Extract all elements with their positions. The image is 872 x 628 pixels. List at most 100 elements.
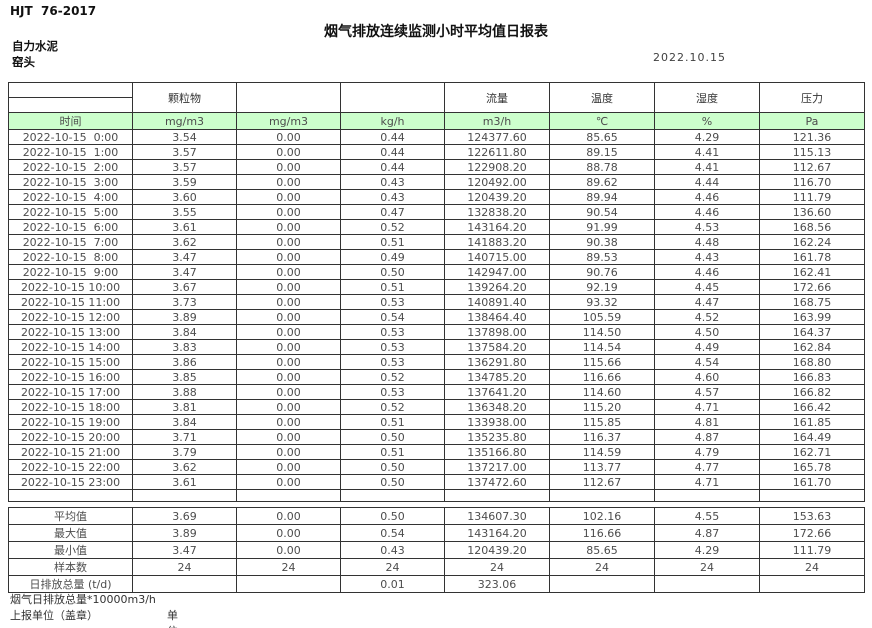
value-cell: 137217.00 xyxy=(444,459,550,475)
hourly-table-body: 颗粒物 流量 温度 湿度 压力 时间 mg/m3 mg/m3 kg/h m3/h ℃% Pa 2022-… xyxy=(8,82,865,502)
value-cell: 137584.20 xyxy=(444,339,550,355)
summary-cell: 24 xyxy=(236,558,341,576)
value-cell-label: 2022-10-15 2:00 xyxy=(8,159,133,175)
table-row: 2022-10-15 6:00 3.61 0.00 0.52 143164.20 91.9… xyxy=(8,219,865,235)
value-cell-label: 2022-10-15 20:00 xyxy=(8,429,133,445)
value-cell: 3.57 xyxy=(132,144,237,160)
summary-cell: 85.65 xyxy=(549,541,655,559)
value-cell-label: 2022-10-15 17:00 xyxy=(8,384,133,400)
table-row: 2022-10-15 18:00 3.81 0.00 0.52 136348.20 115… xyxy=(8,399,865,415)
value-cell: 162.24 xyxy=(759,234,865,250)
summary-cell-label: 平均值 xyxy=(8,507,133,525)
value-cell: 0.53 xyxy=(340,354,445,370)
value-cell: 137472.60 xyxy=(444,474,550,490)
value-cell: 121.36 xyxy=(759,129,865,145)
value-cell: 0.00 xyxy=(236,174,341,190)
value-cell: 3.59 xyxy=(132,174,237,190)
value-cell: 166.83 xyxy=(759,369,865,385)
value-cell: 116.37 xyxy=(549,429,655,445)
split-lower xyxy=(10,98,132,112)
value-cell: 92.19 xyxy=(549,279,655,295)
page-title: 烟气排放连续监测小时平均值日报表 xyxy=(324,24,548,40)
station-name: 窑头 xyxy=(12,55,35,69)
value-cell: 4.44 xyxy=(654,174,760,190)
value-cell-label: 2022-10-15 7:00 xyxy=(8,234,133,250)
value-cell: 90.54 xyxy=(549,204,655,220)
value-cell: 0.51 xyxy=(340,414,445,430)
table-row: 2022-10-15 16:00 3.85 0.00 0.52 134785.20 116… xyxy=(8,369,865,385)
value-cell: 0.44 xyxy=(340,159,445,175)
table-row: 2022-10-15 12:00 3.89 0.00 0.54 138464.40 105… xyxy=(8,309,865,325)
value-cell: 3.84 xyxy=(132,324,237,340)
value-cell: 0.00 xyxy=(236,159,341,175)
value-cell: 141883.20 xyxy=(444,234,550,250)
value-cell: 4.87 xyxy=(654,429,760,445)
value-cell: 0.51 xyxy=(340,279,445,295)
value-cell: 161.70 xyxy=(759,474,865,490)
value-cell: 3.47 xyxy=(132,249,237,265)
value-cell: 0.53 xyxy=(340,339,445,355)
table-row: 2022-10-15 20:00 3.71 0.00 0.50 135235.80 116… xyxy=(8,429,865,445)
value-cell: 114.54 xyxy=(549,339,655,355)
value-cell: 0.00 xyxy=(236,384,341,400)
value-cell-label: 2022-10-15 3:00 xyxy=(8,174,133,190)
summary-cell xyxy=(759,575,865,593)
value-cell: 89.53 xyxy=(549,249,655,265)
value-cell: 89.62 xyxy=(549,174,655,190)
summary-table-body: 平均值 3.69 0.00 0.50 134607.30 102.16 4.55 153.63… xyxy=(8,507,865,593)
value-cell: 114.50 xyxy=(549,324,655,340)
value-cell: 0.52 xyxy=(340,369,445,385)
value-cell: 0.43 xyxy=(340,174,445,190)
value-cell: 0.00 xyxy=(236,219,341,235)
value-cell: 0.00 xyxy=(236,474,341,490)
summary-row: 样本数 24 24 24 24 24 24 24 xyxy=(8,558,865,576)
value-cell: 115.85 xyxy=(549,414,655,430)
table-row: 2022-10-15 23:00 3.61 0.00 0.50 137472.60 112… xyxy=(8,474,865,490)
value-cell: 115.13 xyxy=(759,144,865,160)
value-cell: 3.62 xyxy=(132,459,237,475)
summary-cell: 4.87 xyxy=(654,524,760,542)
value-cell: 0.00 xyxy=(236,339,341,355)
value-cell: 168.75 xyxy=(759,294,865,310)
value-cell: 122908.20 xyxy=(444,159,550,175)
value-cell: 136348.20 xyxy=(444,399,550,415)
value-cell-label: 2022-10-15 15:00 xyxy=(8,354,133,370)
table-row: 2022-10-15 0:00 3.54 0.00 0.44 124377.60 85.6… xyxy=(8,129,865,145)
summary-cell: 0.50 xyxy=(340,507,445,525)
value-cell: 137641.20 xyxy=(444,384,550,400)
value-cell: 4.46 xyxy=(654,189,760,205)
value-cell-label: 2022-10-15 18:00 xyxy=(8,399,133,415)
value-cell: 0.50 xyxy=(340,459,445,475)
unit-label: 单位 xyxy=(167,609,178,628)
value-cell: 133938.00 xyxy=(444,414,550,430)
value-cell: 4.41 xyxy=(654,144,760,160)
value-cell: 0.44 xyxy=(340,129,445,145)
summary-cell: 111.79 xyxy=(759,541,865,559)
group-header-cell: 流量 xyxy=(444,82,550,113)
summary-cell: 0.01 xyxy=(340,575,445,593)
summary-cell: 3.47 xyxy=(132,541,237,559)
value-cell: 136291.80 xyxy=(444,354,550,370)
value-cell-label: 2022-10-15 1:00 xyxy=(8,144,133,160)
value-cell-label: 2022-10-15 6:00 xyxy=(8,219,133,235)
table-row: 2022-10-15 21:00 3.79 0.00 0.51 135166.80 114… xyxy=(8,444,865,460)
value-cell: 166.82 xyxy=(759,384,865,400)
value-cell: 0.00 xyxy=(236,399,341,415)
table-row: 2022-10-15 5:00 3.55 0.00 0.47 132838.20 90.5… xyxy=(8,204,865,220)
value-cell: 172.66 xyxy=(759,279,865,295)
value-cell: 140715.00 xyxy=(444,249,550,265)
value-cell: 3.84 xyxy=(132,414,237,430)
value-cell: 89.94 xyxy=(549,189,655,205)
units-header-row: 时间 mg/m3 mg/m3 kg/h m3/h ℃% Pa xyxy=(8,112,865,130)
value-cell: 3.67 xyxy=(132,279,237,295)
summary-row: 最大值 3.89 0.00 0.54 143164.20 116.66 4.87 172.66 xyxy=(8,524,865,542)
value-cell: 0.00 xyxy=(236,204,341,220)
summary-row: 最小值 3.47 0.00 0.43 120439.20 85.65 4.29 111.79 xyxy=(8,541,865,559)
value-cell: 162.41 xyxy=(759,264,865,280)
value-cell-label: 2022-10-15 22:00 xyxy=(8,459,133,475)
value-cell: 91.99 xyxy=(549,219,655,235)
value-cell: 164.37 xyxy=(759,324,865,340)
group-header-cell: 压力 xyxy=(759,82,865,113)
report-unit-label: 上报单位（盖章） xyxy=(10,609,98,622)
